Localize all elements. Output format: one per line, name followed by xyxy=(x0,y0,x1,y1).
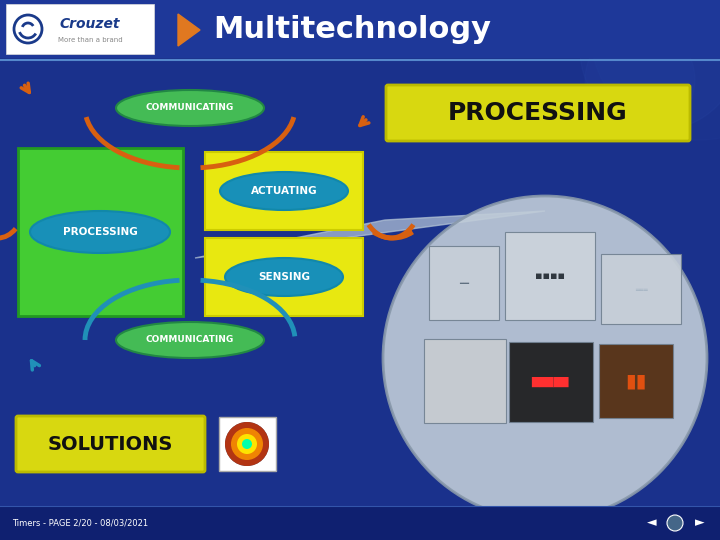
Text: PROCESSING: PROCESSING xyxy=(63,227,138,237)
Text: Multitechnology: Multitechnology xyxy=(213,16,491,44)
FancyBboxPatch shape xyxy=(219,417,276,471)
FancyBboxPatch shape xyxy=(205,238,363,316)
Text: ▪▪▪▪: ▪▪▪▪ xyxy=(535,271,565,281)
Ellipse shape xyxy=(116,322,264,358)
Ellipse shape xyxy=(225,258,343,296)
Text: █████: █████ xyxy=(531,377,569,387)
Polygon shape xyxy=(178,14,200,46)
Circle shape xyxy=(383,196,707,520)
Text: Timers - PAGE 2/20 - 08/03/2021: Timers - PAGE 2/20 - 08/03/2021 xyxy=(12,518,148,528)
FancyBboxPatch shape xyxy=(386,85,690,141)
Circle shape xyxy=(225,422,269,466)
FancyBboxPatch shape xyxy=(0,0,720,58)
Circle shape xyxy=(237,434,257,454)
Text: ━━: ━━ xyxy=(459,279,469,287)
Text: Crouzet: Crouzet xyxy=(60,17,120,31)
Text: ►: ► xyxy=(696,516,705,530)
Circle shape xyxy=(590,0,720,140)
Ellipse shape xyxy=(220,172,348,210)
FancyBboxPatch shape xyxy=(205,152,363,230)
FancyBboxPatch shape xyxy=(424,339,506,423)
Polygon shape xyxy=(195,211,545,258)
Circle shape xyxy=(225,422,269,466)
Circle shape xyxy=(231,428,263,460)
Circle shape xyxy=(242,439,252,449)
FancyBboxPatch shape xyxy=(429,246,499,320)
Text: ◄: ◄ xyxy=(647,516,657,530)
Circle shape xyxy=(585,25,695,135)
Text: More than a brand: More than a brand xyxy=(58,37,122,43)
Ellipse shape xyxy=(116,90,264,126)
Ellipse shape xyxy=(30,211,170,253)
Text: SENSING: SENSING xyxy=(258,272,310,282)
Text: PROCESSING: PROCESSING xyxy=(448,101,628,125)
Text: COMMUNICATING: COMMUNICATING xyxy=(146,104,234,112)
Text: COMMUNICATING: COMMUNICATING xyxy=(146,335,234,345)
FancyBboxPatch shape xyxy=(18,148,183,316)
Circle shape xyxy=(667,515,683,531)
Text: ▮▮: ▮▮ xyxy=(625,372,647,390)
Circle shape xyxy=(14,15,42,43)
FancyBboxPatch shape xyxy=(0,506,720,540)
FancyBboxPatch shape xyxy=(6,4,154,54)
FancyBboxPatch shape xyxy=(509,342,593,422)
Text: ═══: ═══ xyxy=(634,286,647,292)
Circle shape xyxy=(580,0,720,130)
FancyBboxPatch shape xyxy=(505,232,595,320)
Text: ACTUATING: ACTUATING xyxy=(251,186,318,196)
Text: SOLUTIONS: SOLUTIONS xyxy=(48,435,173,454)
FancyBboxPatch shape xyxy=(601,254,681,324)
FancyBboxPatch shape xyxy=(599,344,673,418)
FancyBboxPatch shape xyxy=(16,416,205,472)
